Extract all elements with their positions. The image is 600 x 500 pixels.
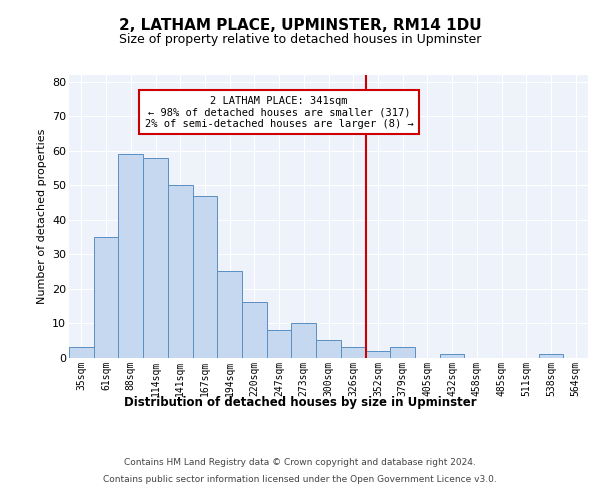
Bar [193, 196, 217, 358]
Bar [143, 158, 168, 358]
Bar [341, 347, 365, 358]
Bar [292, 323, 316, 358]
Bar [94, 237, 118, 358]
Bar [440, 354, 464, 358]
Text: Size of property relative to detached houses in Upminster: Size of property relative to detached ho… [119, 32, 481, 46]
Bar [168, 185, 193, 358]
Bar [242, 302, 267, 358]
Text: Contains HM Land Registry data © Crown copyright and database right 2024.: Contains HM Land Registry data © Crown c… [124, 458, 476, 467]
Text: 2 LATHAM PLACE: 341sqm
← 98% of detached houses are smaller (317)
2% of semi-det: 2 LATHAM PLACE: 341sqm ← 98% of detached… [145, 96, 413, 129]
Text: 2, LATHAM PLACE, UPMINSTER, RM14 1DU: 2, LATHAM PLACE, UPMINSTER, RM14 1DU [119, 18, 481, 32]
Bar [217, 272, 242, 358]
Bar [118, 154, 143, 358]
Bar [539, 354, 563, 358]
Text: Distribution of detached houses by size in Upminster: Distribution of detached houses by size … [124, 396, 476, 409]
Bar [390, 347, 415, 358]
Bar [316, 340, 341, 357]
Bar [365, 350, 390, 358]
Text: Contains public sector information licensed under the Open Government Licence v3: Contains public sector information licen… [103, 476, 497, 484]
Bar [69, 347, 94, 358]
Y-axis label: Number of detached properties: Number of detached properties [37, 128, 47, 304]
Bar [267, 330, 292, 357]
